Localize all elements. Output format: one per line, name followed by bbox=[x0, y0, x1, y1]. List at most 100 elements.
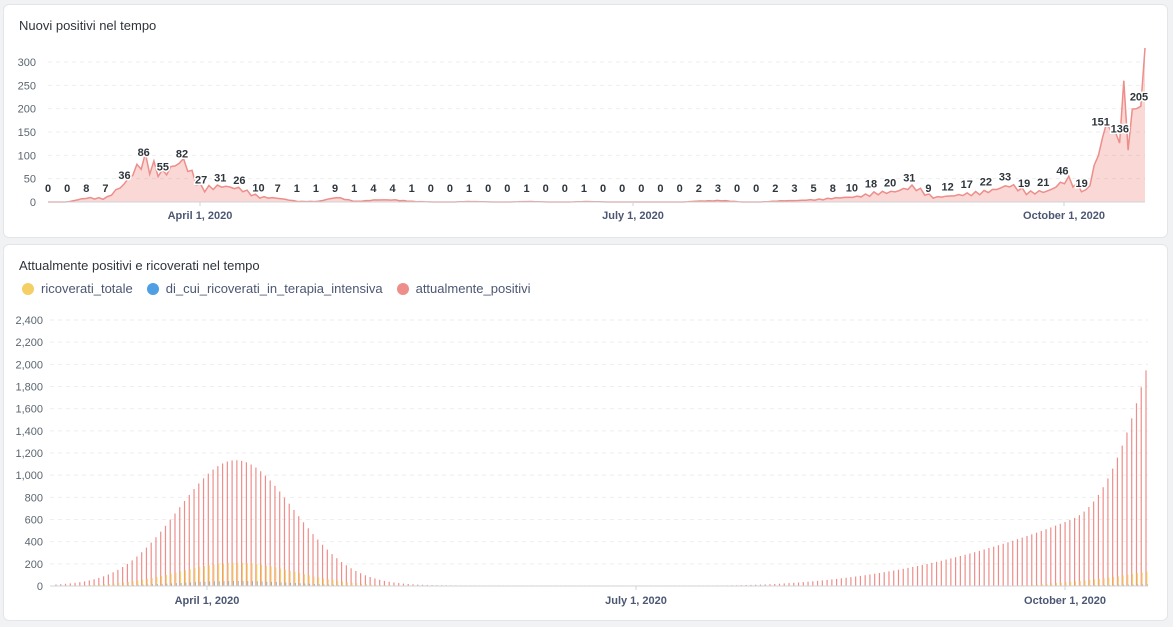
chart2-y-tick: 1,600 bbox=[15, 404, 43, 416]
legend-label-ricoverati: ricoverati_totale bbox=[41, 281, 133, 296]
chart2-title: Attualmente positivi e ricoverati nel te… bbox=[19, 258, 260, 273]
chart2-y-tick: 2,400 bbox=[15, 315, 43, 327]
chart1-data-label: 27 bbox=[195, 174, 207, 186]
chart1-data-label: 19 bbox=[1018, 178, 1030, 190]
chart2-y-tick: 2,000 bbox=[15, 359, 43, 371]
chart1-data-label: 0 bbox=[45, 183, 51, 195]
chart1-data-label: 17 bbox=[961, 179, 973, 191]
chart1-data-label: 7 bbox=[102, 183, 108, 195]
chart2-y-tick: 2,200 bbox=[15, 337, 43, 349]
legend-dot-ricoverati bbox=[22, 282, 34, 295]
chart1-x-tick: October 1, 2020 bbox=[1023, 210, 1105, 222]
chart1-data-label: 151 bbox=[1092, 117, 1110, 129]
chart2-y-tick: 1,400 bbox=[15, 426, 43, 438]
chart1-data-label: 5 bbox=[811, 183, 817, 195]
chart1-data-label: 12 bbox=[941, 181, 953, 193]
chart1-data-label: 205 bbox=[1130, 91, 1148, 103]
chart1-data-label: 31 bbox=[214, 173, 226, 185]
legend-label-attuali: attualmente_positivi bbox=[415, 281, 531, 296]
chart1-data-label: 9 bbox=[332, 183, 338, 195]
chart1-data-label: 36 bbox=[118, 170, 130, 182]
chart1-data-label: 18 bbox=[865, 179, 877, 191]
chart1-data-label: 1 bbox=[409, 183, 415, 195]
chart2-x-tick: July 1, 2020 bbox=[605, 595, 667, 607]
chart1-y-tick: 300 bbox=[18, 57, 36, 69]
chart1-data-label: 2 bbox=[772, 183, 778, 195]
chart2-y-tick: 800 bbox=[25, 492, 43, 504]
chart1-data-label: 0 bbox=[485, 183, 491, 195]
chart1-data-label: 21 bbox=[1037, 177, 1049, 189]
chart1-data-label: 0 bbox=[753, 183, 759, 195]
chart2-x-tick: October 1, 2020 bbox=[1024, 595, 1106, 607]
chart1-x-tick: April 1, 2020 bbox=[168, 210, 233, 222]
chart1-y-tick: 250 bbox=[18, 80, 36, 92]
chart1-data-label: 19 bbox=[1075, 178, 1087, 190]
legend-dot-attuali bbox=[396, 282, 409, 295]
chart1-data-label: 33 bbox=[999, 172, 1011, 184]
chart1-data-label: 1 bbox=[313, 183, 319, 195]
chart1-data-label: 4 bbox=[389, 183, 396, 195]
chart2-x-tick: April 1, 2020 bbox=[175, 595, 240, 607]
legend-item-terapia[interactable]: di_cui_ricoverati_in_terapia_intensiva bbox=[146, 281, 383, 296]
chart1-data-label: 1 bbox=[523, 183, 529, 195]
legend-item-ricoverati[interactable]: ricoverati_totale bbox=[22, 281, 133, 296]
chart1-y-tick: 150 bbox=[18, 127, 36, 139]
chart1-title: Nuovi positivi nel tempo bbox=[19, 18, 157, 33]
chart1-data-label: 136 bbox=[1111, 124, 1129, 136]
chart1-data-label: 1 bbox=[351, 183, 357, 195]
new-positives-card: Nuovi positivi nel tempo bbox=[3, 4, 1168, 238]
legend-label-terapia: di_cui_ricoverati_in_terapia_intensiva bbox=[165, 281, 383, 296]
chart1-data-label: 2 bbox=[696, 183, 702, 195]
chart1-data-label: 1 bbox=[466, 183, 472, 195]
chart2-y-tick: 400 bbox=[25, 537, 43, 549]
chart1-data-label: 0 bbox=[600, 183, 606, 195]
chart1-data-label: 55 bbox=[157, 161, 169, 173]
chart1-data-label: 0 bbox=[677, 183, 683, 195]
chart1-y-tick: 100 bbox=[18, 150, 36, 162]
chart1-y-tick: 0 bbox=[30, 197, 36, 209]
chart1-data-label: 8 bbox=[83, 183, 89, 195]
chart2-legend: ricoverati_totale di_cui_ricoverati_in_t… bbox=[22, 281, 531, 296]
chart1-data-label: 26 bbox=[233, 175, 245, 187]
chart1-data-label: 0 bbox=[562, 183, 568, 195]
chart1-data-label: 31 bbox=[903, 173, 915, 185]
chart2-y-tick: 1,800 bbox=[15, 382, 43, 394]
chart2-y-tick: 1,000 bbox=[15, 470, 43, 482]
legend-dot-terapia bbox=[146, 282, 159, 295]
chart1-data-label: 9 bbox=[925, 183, 931, 195]
chart1-x-tick: July 1, 2020 bbox=[602, 210, 664, 222]
chart1-data-label: 10 bbox=[252, 182, 264, 194]
chart1-data-label: 82 bbox=[176, 149, 188, 161]
chart2-y-tick: 1,200 bbox=[15, 448, 43, 460]
chart1-y-tick: 200 bbox=[18, 104, 36, 116]
chart1-data-label: 0 bbox=[447, 183, 453, 195]
chart1-data-label: 0 bbox=[734, 183, 740, 195]
chart1-data-label: 0 bbox=[619, 183, 625, 195]
chart1-data-label: 4 bbox=[370, 183, 377, 195]
chart1-data-label: 3 bbox=[791, 183, 797, 195]
active-hospitalized-card: Attualmente positivi e ricoverati nel te… bbox=[3, 244, 1168, 621]
chart1-data-label: 1 bbox=[294, 183, 300, 195]
chart1-y-tick: 50 bbox=[24, 174, 36, 186]
chart2-y-tick: 0 bbox=[37, 581, 43, 593]
chart1-data-label: 22 bbox=[980, 177, 992, 189]
chart1-data-label: 46 bbox=[1056, 166, 1068, 178]
chart1-data-label: 86 bbox=[138, 147, 150, 159]
chart1-data-label: 0 bbox=[504, 183, 510, 195]
chart2-y-tick: 600 bbox=[25, 515, 43, 527]
chart1-data-label: 0 bbox=[543, 183, 549, 195]
chart1-data-label: 3 bbox=[715, 183, 721, 195]
chart1-data-label: 1 bbox=[581, 183, 587, 195]
chart1-data-label: 7 bbox=[275, 183, 281, 195]
chart1-data-label: 8 bbox=[830, 183, 836, 195]
chart1-data-label: 0 bbox=[64, 183, 70, 195]
chart2-y-tick: 200 bbox=[25, 559, 43, 571]
chart1-data-label: 0 bbox=[638, 183, 644, 195]
chart1-data-label: 0 bbox=[657, 183, 663, 195]
chart1-data-label: 0 bbox=[428, 183, 434, 195]
chart1-data-label: 20 bbox=[884, 178, 896, 190]
chart1-data-label: 10 bbox=[846, 182, 858, 194]
legend-item-attuali[interactable]: attualmente_positivi bbox=[396, 281, 531, 296]
